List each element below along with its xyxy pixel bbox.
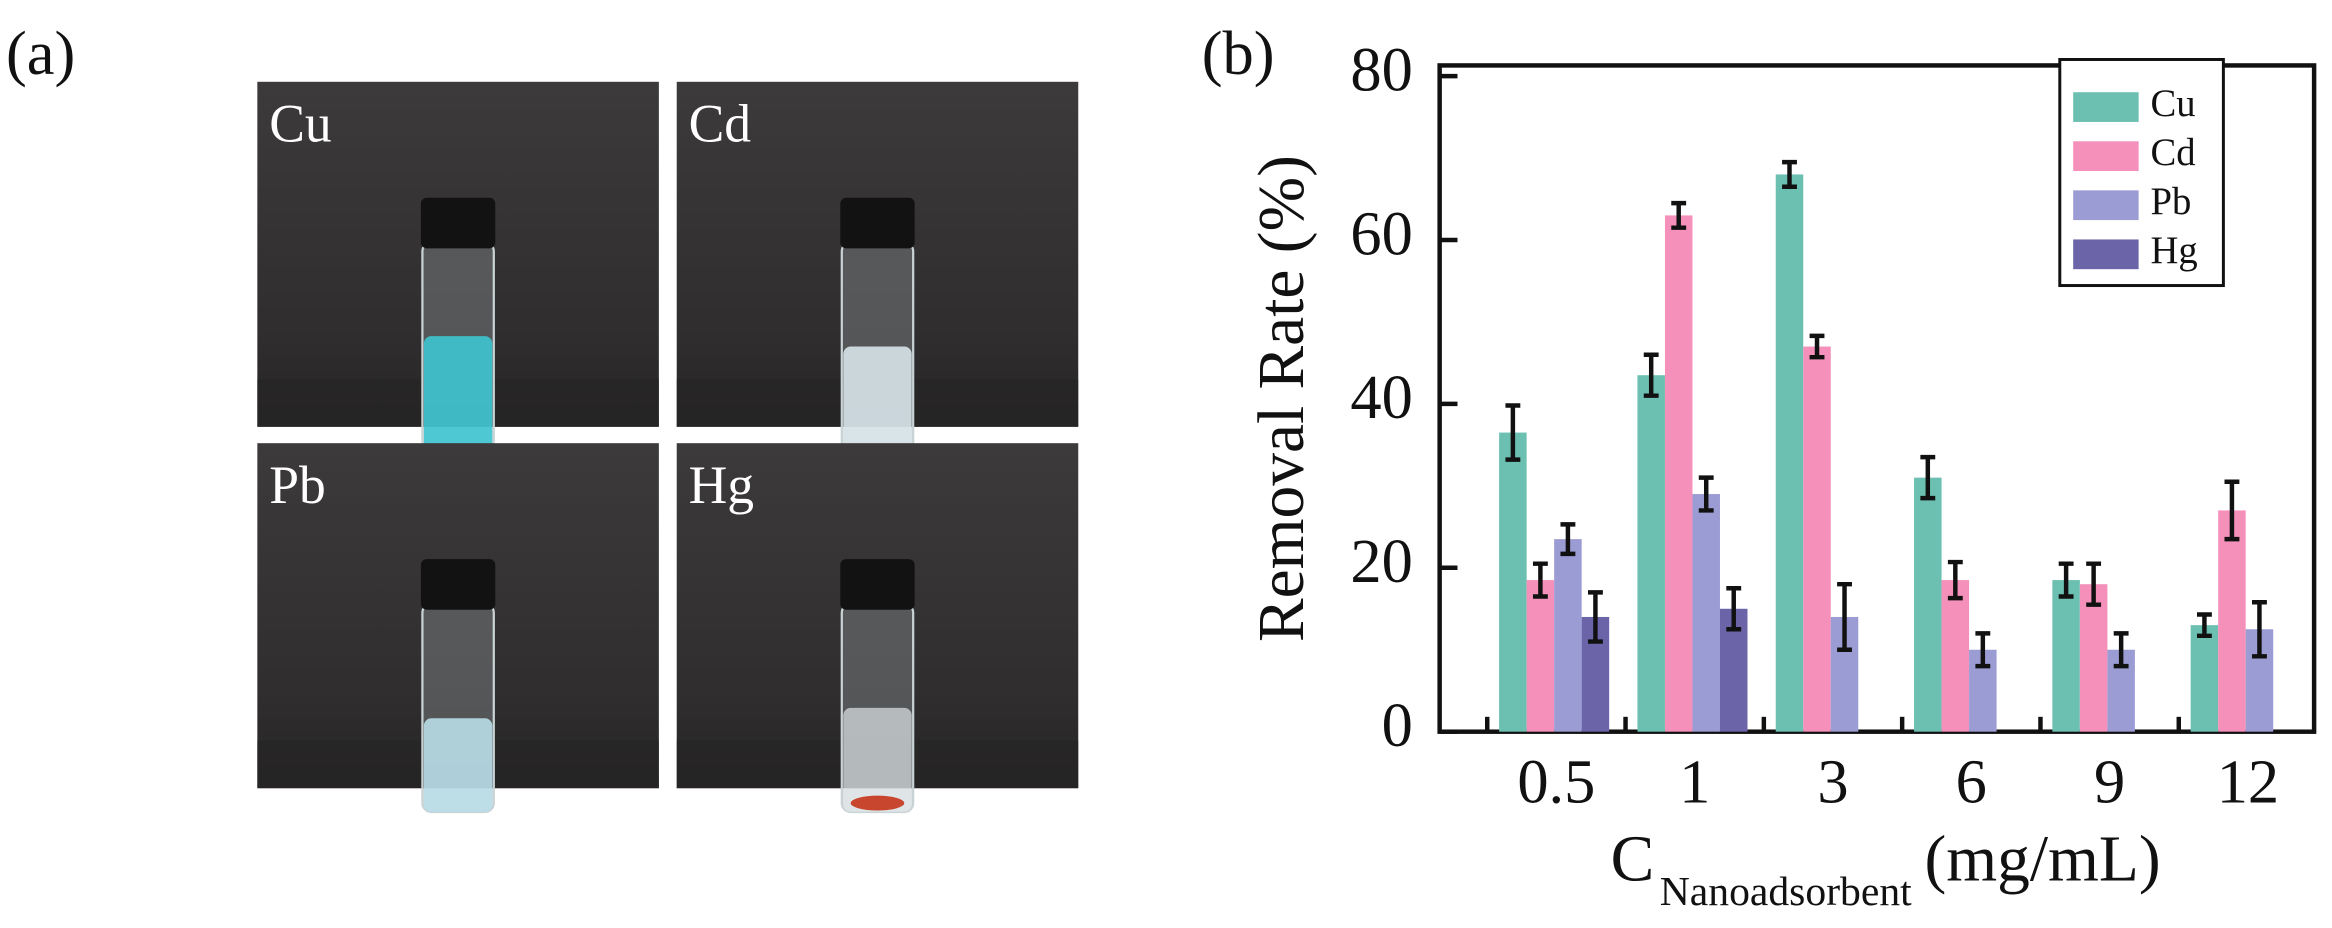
legend-label: Pb [2151, 181, 2192, 223]
legend-label: Cd [2151, 132, 2196, 174]
vial-cap [840, 197, 915, 249]
error-bar [1532, 561, 1548, 599]
error-bar [1975, 631, 1991, 669]
vial-liquid [843, 346, 912, 451]
x-axis-label: C [1611, 824, 1655, 896]
bar [1499, 432, 1527, 732]
panel-label: (a) [6, 18, 75, 88]
photo-label: Cu [269, 94, 331, 154]
legend-swatch [2073, 190, 2139, 221]
photo-label: Cd [689, 94, 752, 154]
legend-label: Hg [2151, 230, 2198, 272]
error-bar [1947, 559, 1963, 601]
error-bar [1920, 454, 1936, 501]
x-tick-label: 1 [1679, 747, 1710, 817]
vial-cap [420, 559, 496, 610]
vial-cap [420, 197, 496, 249]
vial-liquid [423, 718, 493, 812]
bar [2079, 584, 2108, 732]
y-tick-label: 80 [1350, 34, 1412, 104]
error-bar [2252, 599, 2267, 659]
error-bar [1837, 581, 1852, 652]
bar [1775, 174, 1804, 732]
error-bar [1671, 200, 1687, 230]
x-tick-label: 0.5 [1517, 747, 1595, 817]
legend-label: Cu [2151, 83, 2196, 125]
error-bar [1726, 586, 1742, 632]
legend-swatch [2073, 92, 2139, 122]
panel-label: (b) [1202, 18, 1275, 88]
error-bar [1643, 352, 1659, 398]
error-bar [2224, 479, 2240, 542]
vial-liquid [423, 336, 493, 451]
y-tick-label: 20 [1350, 526, 1412, 596]
vial-liquid [843, 707, 912, 812]
bar [1692, 494, 1720, 732]
bar [1803, 346, 1831, 732]
error-bar [2113, 631, 2129, 669]
x-tick-label: 6 [1956, 747, 1987, 817]
bar [1637, 375, 1665, 732]
plot-frame [1437, 63, 2317, 734]
sediment [850, 795, 905, 811]
bar [2190, 625, 2219, 732]
error-bar [1587, 590, 1603, 644]
photo-label: Hg [689, 455, 754, 515]
error-bar [1560, 522, 1576, 557]
vial-cap [840, 559, 915, 610]
bar [1664, 215, 1693, 732]
error-bar [2196, 612, 2212, 639]
bar [1941, 580, 1970, 732]
error-bar [1505, 403, 1521, 462]
error-bar [2086, 561, 2102, 607]
bar [1554, 539, 1582, 732]
y-tick-label: 0 [1382, 690, 1413, 760]
y-tick-label: 40 [1350, 362, 1412, 432]
x-tick-label: 9 [2094, 747, 2125, 817]
x-axis-subscript: Nanoadsorbent [1660, 869, 1912, 915]
error-bar [1782, 159, 1797, 189]
bar [2218, 510, 2246, 732]
legend-swatch [2073, 239, 2139, 270]
x-axis-unit: (mg/mL) [1924, 824, 2160, 896]
bar [1914, 477, 1942, 732]
bar [1526, 580, 1555, 732]
x-tick-label: 12 [2217, 747, 2279, 817]
legend-swatch [2073, 141, 2139, 172]
error-bar [2058, 561, 2074, 599]
error-bar [1809, 333, 1825, 360]
y-tick-label: 60 [1350, 198, 1412, 268]
y-axis-label: Removal Rate (%) [1246, 155, 1318, 642]
x-tick-label: 3 [1817, 747, 1848, 817]
photo-label: Pb [269, 455, 326, 515]
error-bar [1698, 475, 1714, 513]
bar [2052, 580, 2080, 732]
